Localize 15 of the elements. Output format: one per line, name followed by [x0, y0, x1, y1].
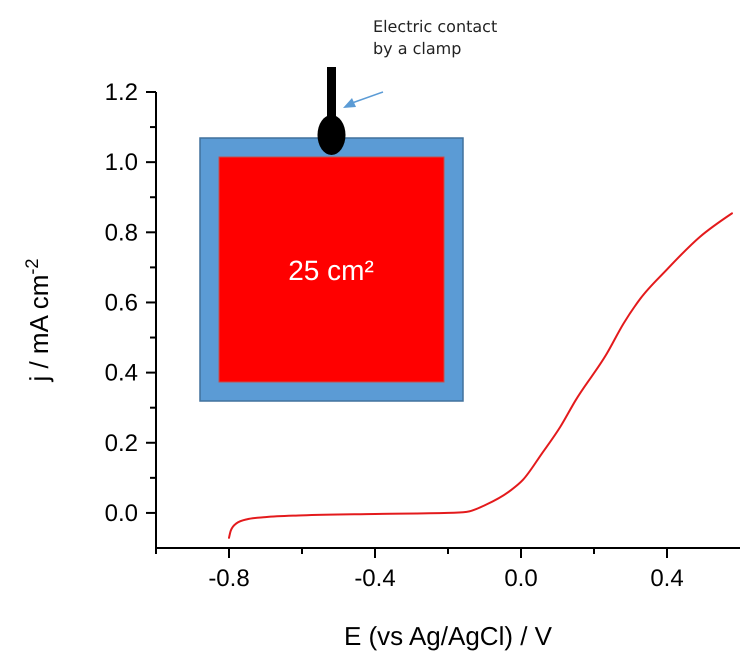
- x-tick-label: -0.8: [208, 565, 250, 592]
- y-tick-label: 0.8: [104, 219, 138, 246]
- x-axis-title: E (vs Ag/AgCl) / V: [344, 621, 553, 651]
- y-tick-label: 0.6: [104, 289, 138, 316]
- y-tick-label: 1.2: [104, 79, 138, 106]
- x-tick-label: -0.4: [354, 565, 396, 592]
- x-tick-label: 0.4: [650, 565, 684, 592]
- annotation: 25 cm²: [288, 255, 374, 286]
- text: Electric contact by a clamp: [373, 17, 498, 58]
- y-tick-label: 0.4: [104, 360, 138, 387]
- line-series: [228, 212, 733, 539]
- x-tick-label: 0.0: [504, 565, 538, 592]
- y-tick-label: 0.0: [104, 500, 138, 527]
- y-tick-label: 1.0: [104, 149, 138, 176]
- y-tick-label: 0.2: [104, 430, 138, 457]
